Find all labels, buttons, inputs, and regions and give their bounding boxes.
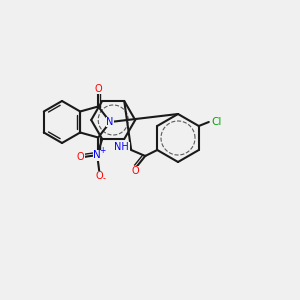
Text: Cl: Cl (212, 117, 222, 127)
Text: +: + (99, 146, 105, 154)
Text: N: N (93, 150, 101, 160)
Text: O: O (95, 171, 103, 181)
Text: O: O (76, 152, 84, 162)
Text: O: O (131, 166, 139, 176)
Text: O: O (94, 83, 102, 94)
Text: -: - (103, 175, 106, 184)
Text: N: N (106, 117, 114, 127)
Text: NH: NH (115, 142, 129, 152)
Text: O: O (94, 151, 102, 160)
